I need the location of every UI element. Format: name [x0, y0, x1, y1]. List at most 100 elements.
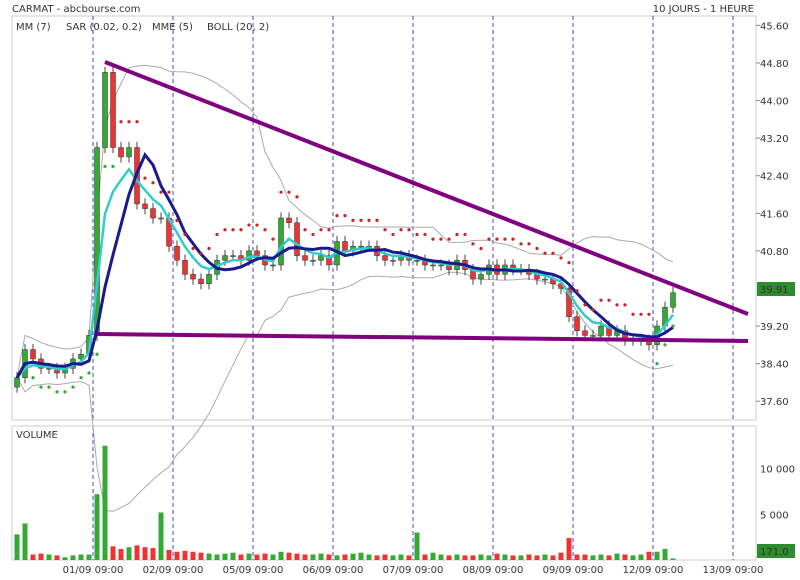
sar-dot [487, 237, 491, 241]
volume-bar [214, 554, 220, 560]
volume-bar [14, 534, 20, 560]
sar-dot [327, 228, 331, 232]
sar-dot [183, 232, 187, 237]
legend-boll: BOLL (20, 2) [207, 22, 269, 33]
sar-dot [535, 246, 539, 251]
sar-dot [135, 120, 139, 124]
candle-body [542, 278, 548, 281]
sar-dot [223, 228, 227, 232]
candle-body [294, 222, 300, 256]
time-tick-label: 05/09 09:00 [223, 565, 284, 576]
sar-dot [167, 190, 171, 194]
volume-bar [126, 547, 132, 560]
volume-bar [318, 553, 324, 560]
volume-bar [662, 549, 668, 560]
candle-body [358, 245, 364, 248]
volume-bar [382, 554, 388, 560]
candle-body [566, 288, 572, 317]
resistance-trend-line [104, 60, 749, 316]
sar-dot [47, 385, 51, 389]
volume-bar [590, 555, 596, 560]
candle-body [110, 72, 116, 148]
time-tick-label: 13/09 09:00 [703, 565, 764, 576]
sar-dot [415, 232, 419, 237]
trend-lines [96, 60, 749, 343]
sar-dot [119, 120, 123, 124]
sar-dot [647, 312, 651, 316]
sar-dot [639, 312, 643, 316]
sar-dot [591, 308, 595, 312]
sar-dot [599, 298, 603, 302]
candle-body [246, 250, 252, 261]
sar-dot [95, 352, 99, 356]
price-tick-label: 45.60 [760, 21, 789, 32]
volume-bar [62, 557, 68, 560]
price-tick-label: 41.60 [760, 209, 789, 220]
volume-bar [278, 551, 284, 560]
legend-sar: SAR (0.02, 0.2) [66, 22, 142, 33]
sar-dot [575, 289, 579, 293]
candle-body [30, 349, 36, 360]
candle-body [254, 250, 260, 256]
volume-bar [46, 554, 52, 560]
sar-dot [471, 242, 475, 246]
volume-axis: 10 000 5 000 [760, 465, 795, 522]
volume-bar [150, 548, 156, 560]
sar-dot [71, 385, 75, 389]
volume-bar [606, 555, 612, 560]
candle-body [326, 255, 332, 266]
volume-bar [414, 532, 420, 560]
time-tick-label: 08/09 09:00 [463, 565, 524, 576]
candle-body [230, 255, 236, 257]
bollinger-upper [16, 64, 674, 378]
sar-dot [671, 324, 675, 328]
sar-dot [79, 376, 83, 380]
candle-body [582, 330, 588, 336]
volume-bar [406, 555, 412, 560]
volume-bar [166, 549, 172, 560]
candle-body [270, 264, 276, 267]
sar-dot [311, 232, 315, 237]
sar-dot [31, 376, 35, 380]
sar-dot [615, 303, 619, 307]
time-tick-label: 09/09 09:00 [543, 565, 604, 576]
sar-dot [143, 176, 147, 180]
volume-bar [174, 551, 180, 560]
sar-dot [255, 223, 259, 227]
volume-bar [374, 555, 380, 560]
volume-bar [302, 554, 308, 560]
volume-bar [582, 554, 588, 560]
sar-dot [367, 218, 371, 222]
candle-body [278, 217, 284, 266]
sar-dot [391, 232, 395, 237]
volume-bar [206, 553, 212, 560]
volume-bar [294, 553, 300, 560]
candle-body [574, 316, 580, 331]
volume-bar [158, 512, 164, 560]
sar-dot [159, 190, 163, 194]
volume-bar [646, 551, 652, 560]
last-volume-value: 171.0 [760, 547, 789, 558]
volume-bar [550, 555, 556, 560]
sar-dot [151, 181, 155, 185]
volume-bar [526, 554, 532, 560]
sar-dot [351, 218, 355, 222]
volume-bar [286, 552, 292, 560]
sar-dot [543, 251, 547, 255]
sar-dot [455, 232, 459, 237]
sar-dot [207, 246, 211, 251]
sar-dot [191, 246, 195, 251]
sar-dot [335, 214, 339, 218]
price-tick-label: 40.80 [760, 247, 789, 258]
volume-bar [398, 554, 404, 560]
price-tick-label: 37.60 [760, 397, 789, 408]
price-axis: 45.60 44.80 44.00 43.20 42.40 41.60 40.80 39.20… [756, 21, 789, 408]
volume-bar [558, 552, 564, 560]
volume-bar [254, 554, 260, 560]
sar-dot [463, 232, 467, 237]
sar-dot [279, 190, 283, 194]
ema-line [16, 167, 675, 379]
volume-bar [638, 554, 644, 560]
sar-dot [623, 303, 627, 307]
